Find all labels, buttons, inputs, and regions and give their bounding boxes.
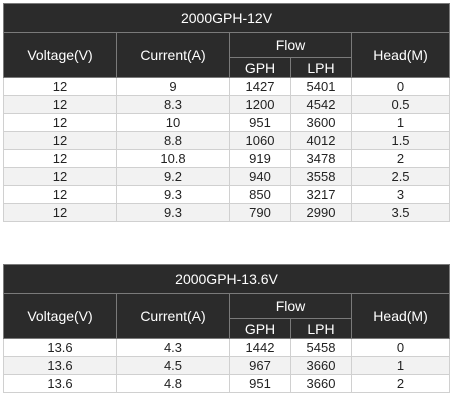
gph-cell: 1442 (229, 338, 291, 357)
table-row: 12 8.3 1200 4542 0.5 (3, 95, 451, 114)
table-row: 13.6 4.5 967 3660 1 (3, 356, 451, 375)
voltage-cell: 13.6 (3, 338, 117, 357)
header-gph: GPH (229, 318, 291, 339)
head-cell: 0 (350, 77, 451, 96)
table-row: 12 9 1427 5401 0 (3, 77, 451, 96)
lph-cell: 3478 (290, 149, 352, 168)
current-cell: 9.2 (116, 167, 230, 186)
lph-cell: 5401 (290, 77, 352, 96)
voltage-cell: 12 (3, 95, 117, 114)
voltage-cell: 12 (3, 131, 117, 150)
header-voltage: Voltage(V) (3, 293, 117, 339)
table-row: 12 9.3 850 3217 3 (3, 185, 451, 204)
gph-cell: 940 (229, 167, 291, 186)
current-cell: 10 (116, 113, 230, 132)
table-title: 2000GPH-13.6V (2, 264, 451, 294)
voltage-cell: 12 (3, 77, 117, 96)
header-head: Head(M) (350, 32, 451, 78)
gph-cell: 967 (229, 356, 291, 375)
voltage-cell: 13.6 (3, 356, 117, 375)
lph-cell: 4542 (290, 95, 352, 114)
current-cell: 8.3 (116, 95, 230, 114)
header-head: Head(M) (350, 293, 451, 339)
head-cell: 3 (350, 185, 451, 204)
header-current: Current(A) (116, 293, 230, 339)
header-lph: LPH (290, 57, 352, 78)
gph-cell: 790 (229, 203, 291, 222)
lph-cell: 5458 (290, 338, 352, 357)
voltage-cell: 12 (3, 203, 117, 222)
voltage-cell: 13.6 (3, 374, 117, 393)
head-cell: 0 (350, 338, 451, 357)
table-title: 2000GPH-12V (2, 3, 451, 33)
table-body: 12 9 1427 5401 0 12 8.3 1200 4542 0.5 12 10 951 3600 1… (3, 77, 451, 222)
lph-cell: 3217 (290, 185, 352, 204)
head-cell: 0.5 (350, 95, 451, 114)
gph-cell: 951 (229, 113, 291, 132)
voltage-cell: 12 (3, 167, 117, 186)
lph-cell: 3600 (290, 113, 352, 132)
current-cell: 10.8 (116, 149, 230, 168)
voltage-cell: 12 (3, 149, 117, 168)
header-flow: Flow (229, 293, 352, 319)
lph-cell: 3660 (290, 356, 352, 375)
header-voltage: Voltage(V) (3, 32, 117, 78)
current-cell: 4.5 (116, 356, 230, 375)
header-lph: LPH (290, 318, 352, 339)
current-cell: 9.3 (116, 185, 230, 204)
gph-cell: 1200 (229, 95, 291, 114)
gph-cell: 951 (229, 374, 291, 393)
table-row: 13.6 4.3 1442 5458 0 (3, 338, 451, 357)
header-gph: GPH (229, 57, 291, 78)
head-cell: 2.5 (350, 167, 451, 186)
head-cell: 2 (350, 149, 451, 168)
lph-cell: 3558 (290, 167, 352, 186)
head-cell: 1.5 (350, 131, 451, 150)
performance-table-13-6v: 2000GPH-13.6V Voltage(V) Current(A) Flow… (2, 264, 451, 393)
header-current: Current(A) (116, 32, 230, 78)
table-row: 12 10.8 919 3478 2 (3, 149, 451, 168)
table-row: 12 8.8 1060 4012 1.5 (3, 131, 451, 150)
current-cell: 4.3 (116, 338, 230, 357)
gph-cell: 850 (229, 185, 291, 204)
voltage-cell: 12 (3, 113, 117, 132)
gph-cell: 919 (229, 149, 291, 168)
header-flow: Flow (229, 32, 352, 58)
head-cell: 2 (350, 374, 451, 393)
table-row: 13.6 4.8 951 3660 2 (3, 374, 451, 393)
lph-cell: 3660 (290, 374, 352, 393)
current-cell: 4.8 (116, 374, 230, 393)
table-row: 12 10 951 3600 1 (3, 113, 451, 132)
head-cell: 1 (350, 356, 451, 375)
table-row: 12 9.3 790 2990 3.5 (3, 203, 451, 222)
gph-cell: 1427 (229, 77, 291, 96)
head-cell: 1 (350, 113, 451, 132)
table-body: 13.6 4.3 1442 5458 0 13.6 4.5 967 3660 1 13.6 4.8 95… (3, 338, 451, 393)
table-row: 12 9.2 940 3558 2.5 (3, 167, 451, 186)
head-cell: 3.5 (350, 203, 451, 222)
lph-cell: 2990 (290, 203, 352, 222)
current-cell: 9 (116, 77, 230, 96)
current-cell: 9.3 (116, 203, 230, 222)
lph-cell: 4012 (290, 131, 352, 150)
current-cell: 8.8 (116, 131, 230, 150)
performance-table-12v: 2000GPH-12V Voltage(V) Current(A) Flow H… (2, 3, 451, 222)
gph-cell: 1060 (229, 131, 291, 150)
voltage-cell: 12 (3, 185, 117, 204)
